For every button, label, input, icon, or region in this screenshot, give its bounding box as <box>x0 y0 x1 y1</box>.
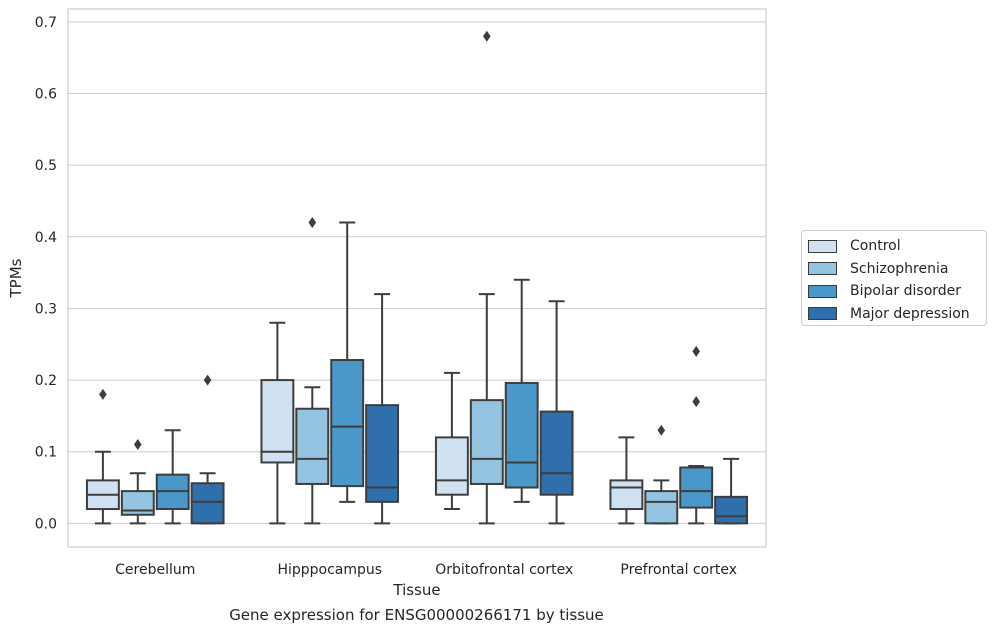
legend-label-major-depression: Major depression <box>850 305 970 322</box>
legend-label-schizophrenia: Schizophrenia <box>850 260 949 277</box>
box-0-3 <box>190 374 225 525</box>
box-iqr <box>539 410 574 496</box>
box-0-2 <box>155 429 190 525</box>
legend-item-major-depression: Major depression <box>808 303 980 326</box>
y-tick-label: 0.4 <box>35 230 57 246</box>
box-2-3 <box>539 300 574 525</box>
x-tick-label: Cerebellum <box>115 562 195 578</box>
y-tick-label: 0.3 <box>35 301 57 317</box>
legend-item-bipolar-disorder: Bipolar disorder <box>808 280 980 303</box>
legend-label-control: Control <box>850 238 901 255</box>
box-iqr <box>365 404 400 503</box>
x-axis-title: Tissue <box>392 581 440 599</box>
outlier-point <box>692 345 700 357</box>
outlier-point <box>203 374 212 386</box>
legend-item-control: Control <box>808 235 980 258</box>
box-0-1 <box>120 439 155 525</box>
outlier-point <box>99 388 107 400</box>
plot-frame <box>67 8 767 548</box>
legend-swatch-major-depression <box>808 307 837 321</box>
legend-swatch-schizophrenia <box>808 262 837 276</box>
chart-legend: Control Schizophrenia Bipolar disorder M… <box>801 230 987 326</box>
y-tick-label: 0.1 <box>35 445 57 461</box>
figure-caption: Gene expression for ENSG00000266171 by t… <box>229 606 604 624</box>
box-3-3 <box>714 457 749 525</box>
outlier-point <box>483 30 491 42</box>
box-1-2 <box>330 221 365 503</box>
box-iqr <box>469 399 504 485</box>
box-1-1 <box>295 216 330 525</box>
outlier-point <box>692 396 700 408</box>
box-2-2 <box>504 278 539 503</box>
legend-swatch-control <box>808 239 837 253</box>
box-3-1 <box>644 424 679 525</box>
outlier-point <box>308 216 317 228</box>
box-3-0 <box>609 436 644 525</box>
box-0-0 <box>85 388 120 525</box>
box-iqr <box>190 482 225 525</box>
box-iqr <box>714 495 749 525</box>
box-1-3 <box>365 293 400 525</box>
legend-label-bipolar-disorder: Bipolar disorder <box>850 283 962 300</box>
box-1-0 <box>260 321 295 525</box>
box-iqr <box>330 359 365 488</box>
y-tick-label: 0.7 <box>35 15 57 31</box>
box-iqr <box>260 379 295 464</box>
y-tick-label: 0.5 <box>35 158 57 174</box>
box-3-2 <box>679 345 714 525</box>
legend-item-schizophrenia: Schizophrenia <box>808 258 980 281</box>
box-iqr <box>609 479 644 511</box>
box-iqr <box>679 466 714 509</box>
outlier-point <box>134 439 142 451</box>
x-tick-label: Prefrontal cortex <box>620 562 737 578</box>
box-2-1 <box>469 30 504 525</box>
outlier-point <box>657 424 666 436</box>
box-iqr <box>504 381 539 489</box>
y-tick-label: 0.0 <box>35 516 57 532</box>
box-iqr <box>120 490 155 516</box>
y-tick-label: 0.2 <box>35 373 57 389</box>
box-2-0 <box>434 371 469 511</box>
x-tick-label: Orbitofrontal cortex <box>435 562 573 578</box>
box-iqr <box>295 407 330 485</box>
legend-swatch-bipolar-disorder <box>808 284 837 298</box>
box-iqr <box>434 436 469 496</box>
y-tick-label: 0.6 <box>35 87 57 103</box>
x-tick-label: Hipppocampus <box>277 562 382 578</box>
y-axis-title: TPMs <box>7 258 25 298</box>
box-iqr <box>644 490 679 525</box>
